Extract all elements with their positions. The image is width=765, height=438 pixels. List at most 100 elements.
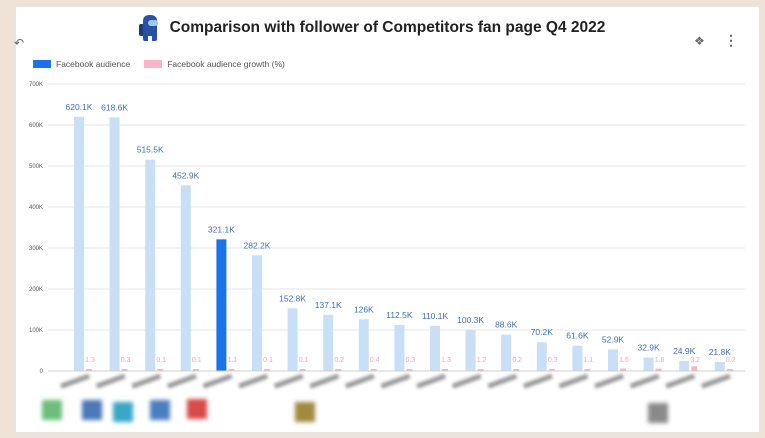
category-label-blurred	[131, 373, 162, 389]
audience-bar	[180, 185, 191, 371]
more-vertical-icon[interactable]: ⋮	[724, 32, 738, 48]
legend-label-growth: Facebook audience growth (%)	[167, 59, 285, 69]
audience-bar	[287, 308, 298, 371]
growth-value-label: 0.2	[512, 357, 522, 364]
bar-value-label: 21.8K	[709, 347, 732, 357]
pin-icon[interactable]: ❖	[694, 34, 705, 48]
audience-bar	[145, 159, 156, 371]
competitor-logo	[113, 402, 133, 422]
growth-value-label: 0.4	[370, 357, 380, 364]
category-label-blurred	[629, 373, 660, 389]
growth-value-label: 1.3	[441, 357, 451, 364]
growth-bar	[691, 366, 698, 371]
audience-bar	[714, 362, 725, 371]
y-tick-label: 500K	[29, 164, 43, 170]
growth-bar	[121, 369, 128, 371]
bar-value-label: 618.6K	[101, 102, 128, 112]
chart-card	[15, 6, 760, 433]
growth-value-label: 0.1	[299, 357, 309, 364]
bar-value-label: 110.1K	[422, 311, 449, 321]
category-label-blurred	[60, 373, 91, 389]
bar-value-label: 70.2K	[531, 327, 554, 337]
category-label-blurred	[700, 373, 731, 389]
growth-bar	[157, 369, 164, 371]
growth-value-label: 0.2	[726, 357, 736, 364]
category-label-blurred	[594, 373, 625, 389]
undo-icon[interactable]: ↶	[14, 36, 25, 50]
bar-value-label: 52.9K	[602, 334, 625, 344]
audience-bar	[216, 239, 227, 371]
growth-bar	[442, 369, 448, 371]
growth-bar	[477, 369, 484, 371]
audience-bar	[608, 349, 618, 371]
growth-bar	[620, 368, 626, 371]
crewmate-mascot-icon	[138, 15, 158, 41]
audience-bar	[465, 329, 476, 371]
category-label-blurred	[202, 373, 233, 389]
competitor-logo	[82, 400, 102, 420]
legend-item-audience[interactable]: Facebook audience	[33, 59, 130, 69]
category-label-blurred	[309, 373, 340, 389]
chart-title: Comparison with follower of Competitors …	[169, 19, 606, 36]
bar-value-label: 88.6K	[495, 320, 518, 330]
growth-value-label: 1.6	[655, 357, 665, 364]
audience-bar	[358, 319, 369, 371]
audience-bar	[109, 117, 120, 372]
audience-bar	[501, 334, 512, 371]
growth-value-label: 0.3	[406, 357, 416, 364]
bar-value-label: 282.2K	[244, 240, 271, 250]
bar-value-label: 24.9K	[673, 346, 696, 356]
category-label-blurred	[344, 373, 375, 389]
chart-header: Comparison with follower of Competitors …	[0, 10, 743, 46]
legend-item-growth[interactable]: Facebook audience growth (%)	[144, 59, 285, 69]
growth-bar	[335, 369, 342, 371]
audience-bar	[572, 345, 583, 371]
category-label-blurred	[273, 373, 304, 389]
legend-swatch-audience	[33, 60, 51, 68]
bar-value-label: 126K	[354, 304, 374, 314]
bar-value-label: 100.3K	[457, 315, 484, 325]
category-label-blurred	[416, 373, 447, 389]
y-tick-label: 300K	[29, 246, 43, 252]
bar-value-label: 321.1K	[208, 224, 235, 234]
bar-value-label: 515.5K	[137, 145, 164, 155]
bar-value-label: 61.6K	[566, 331, 589, 341]
y-tick-label: 600K	[29, 123, 43, 129]
category-label-blurred	[95, 373, 126, 389]
growth-bar	[548, 369, 555, 371]
growth-value-label: 1.2	[477, 357, 487, 364]
category-label-blurred	[380, 373, 411, 389]
bar-value-label: 32.9K	[637, 343, 660, 353]
category-label-blurred	[522, 373, 553, 389]
category-label-blurred	[451, 373, 482, 389]
growth-value-label: 0.1	[192, 357, 202, 364]
y-tick-label: 0	[40, 369, 44, 375]
legend-label-audience: Facebook audience	[56, 59, 131, 69]
growth-bar	[264, 369, 270, 371]
growth-bar	[370, 369, 377, 371]
growth-bar	[299, 369, 306, 371]
growth-value-label: 0.3	[121, 357, 131, 364]
competitor-logo	[42, 400, 62, 420]
bar-value-label: 152.8K	[279, 293, 306, 303]
growth-value-label: 3.2	[690, 357, 700, 364]
growth-bar	[726, 369, 733, 371]
growth-bar	[86, 369, 92, 371]
growth-bar	[228, 369, 235, 371]
bar-value-label: 112.5K	[386, 310, 413, 320]
audience-bar	[252, 255, 262, 371]
growth-value-label: 0.3	[548, 357, 558, 364]
bar-value-label: 137.1K	[315, 300, 342, 310]
growth-bar	[192, 369, 199, 371]
audience-bar	[679, 360, 690, 371]
audience-bar	[394, 324, 405, 371]
audience-bar	[536, 342, 547, 371]
growth-value-label: 1.3	[85, 357, 95, 364]
audience-bar	[430, 325, 440, 371]
y-tick-label: 700K	[29, 82, 43, 88]
audience-bar	[643, 357, 654, 371]
bar-value-label: 620.1K	[66, 102, 93, 112]
competitor-logo	[648, 403, 668, 423]
category-label-blurred	[558, 373, 589, 389]
